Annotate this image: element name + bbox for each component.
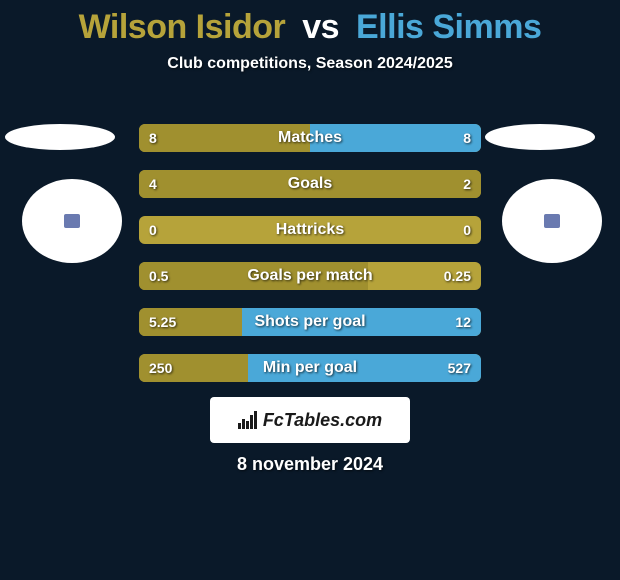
brand-text: FcTables.com [263, 410, 382, 431]
footer-date: 8 november 2024 [0, 454, 620, 475]
stat-label: Goals per match [139, 262, 481, 290]
player1-avatar-shadow [5, 124, 115, 150]
player2-avatar-icon [544, 214, 560, 228]
player1-name: Wilson Isidor [79, 8, 286, 46]
stat-label: Matches [139, 124, 481, 152]
stat-row: 5.2512Shots per goal [139, 308, 481, 336]
player2-avatar-shadow [485, 124, 595, 150]
stat-label: Shots per goal [139, 308, 481, 336]
player1-avatar-icon [64, 214, 80, 228]
stat-row: 00Hattricks [139, 216, 481, 244]
stat-row: 42Goals [139, 170, 481, 198]
player1-avatar [22, 179, 122, 263]
stat-label: Min per goal [139, 354, 481, 382]
comparison-title: Wilson Isidor vs Ellis Simms [0, 0, 620, 47]
stat-row: 250527Min per goal [139, 354, 481, 382]
stat-label: Goals [139, 170, 481, 198]
player2-name: Ellis Simms [356, 8, 541, 46]
stat-label: Hattricks [139, 216, 481, 244]
brand-badge: FcTables.com [210, 397, 410, 443]
player2-avatar [502, 179, 602, 263]
stat-row: 0.50.25Goals per match [139, 262, 481, 290]
vs-text: vs [302, 8, 339, 46]
chart-icon [238, 411, 257, 429]
subtitle: Club competitions, Season 2024/2025 [0, 55, 620, 73]
comparison-bars: 88Matches 42Goals 00Hattricks 0.50.25Goals … [139, 124, 481, 400]
stat-row: 88Matches [139, 124, 481, 152]
